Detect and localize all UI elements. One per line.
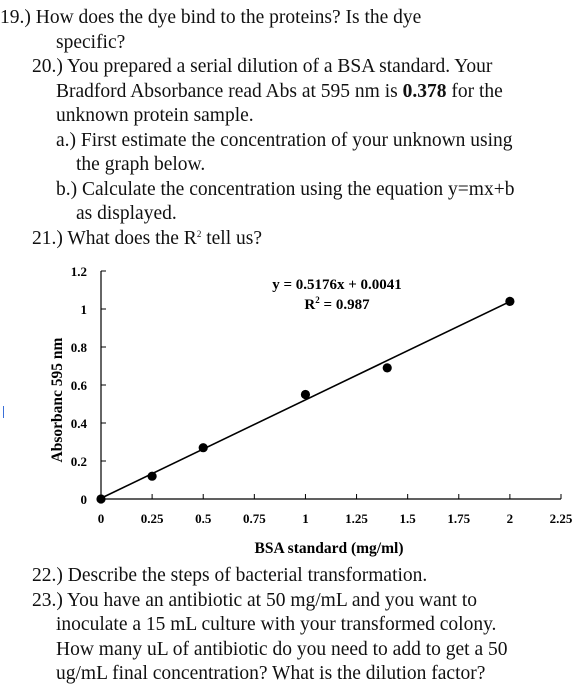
x-tick-label: 0.75 (243, 511, 266, 526)
y-tick-label: 0 (81, 492, 88, 507)
data-point (382, 363, 392, 373)
question-20a-line-1: a.) First estimate the concentration of … (56, 129, 513, 151)
question-19-line-2: specific? (56, 31, 126, 53)
trendline-equation: y = 0.5176x + 0.0041 (272, 277, 402, 293)
r-squared-label: R2 = 0.987 (304, 295, 370, 313)
data-point (505, 296, 515, 306)
x-tick-label: 0 (98, 511, 105, 526)
question-19-line-1: 19.) How does the dye bind to the protei… (0, 7, 422, 28)
x-axis-label: BSA standard (mg/ml) (255, 540, 404, 557)
data-point (147, 471, 157, 481)
question-20-line-3: unknown protein sample. (56, 105, 254, 126)
edge-cursor-mark (3, 406, 4, 418)
x-tick-label: 2 (507, 511, 514, 526)
y-tick-label: 1.2 (71, 264, 87, 279)
y-tick-label: 1 (81, 302, 88, 317)
x-tick-label: 1 (302, 511, 309, 526)
question-20a-line-2: the graph below. (76, 154, 206, 175)
bsa-standard-curve-chart: 0 0.2 0.4 0.6 0.8 1 1.2 0 0.25 0.5 0.75 1 1.25 1.5 1.7… (49, 264, 573, 557)
absorbance-value: 0.378 (402, 80, 447, 102)
y-tick-label: 0.4 (71, 416, 88, 431)
question-21-superscript: 2 (196, 228, 202, 239)
chart-trendline-group (100, 300, 511, 499)
x-tick-label: 1.5 (400, 511, 417, 526)
x-tick-label: 2.25 (550, 511, 573, 526)
x-tick-label: 0.5 (195, 511, 212, 526)
r-squared-r: R (304, 297, 315, 313)
r-squared-value: = 0.987 (320, 297, 370, 313)
trendline (100, 300, 511, 499)
r-squared-superscript: 2 (315, 295, 320, 305)
question-text-block: 19.) How does the dye bind to the protei… (0, 6, 580, 251)
question-20-line-2-text: Bradford Absorbance read Abs at 595 nm i… (56, 80, 403, 102)
question-23-line-2: inoculate a 15 mL culture with your tran… (56, 614, 497, 635)
x-tick-label: 0.25 (141, 511, 164, 526)
question-20b-line-1: b.) Calculate the concentration using th… (56, 178, 515, 200)
chart-points (96, 296, 515, 504)
question-21-tail: tell us? (201, 227, 262, 249)
y-tick-label: 0.6 (71, 378, 88, 393)
x-tick-label: 1.75 (447, 511, 470, 526)
question-20-line-1: 20.) You prepared a serial dilution of a… (32, 56, 493, 77)
data-point (300, 389, 311, 400)
question-23-line-1: 23.) You have an antibiotic at 50 mg/mL … (32, 589, 478, 611)
data-point (96, 494, 106, 504)
question-text-block-lower: 22.) Describe the steps of bacterial tra… (0, 564, 580, 687)
y-tick-label: 0.8 (71, 340, 88, 355)
question-21-text: 21.) What does the R (32, 227, 197, 249)
y-axis-label: Absorbanc 595 nm (49, 337, 66, 462)
question-23-line-3: How many uL of antibiotic do you need to… (56, 638, 508, 660)
question-23-line-4: ug/mL final concentration? What is the d… (56, 663, 486, 684)
question-21-line-1: 21.) What does the R2 tell us? (0, 227, 580, 252)
chart-ticks: 0 0.2 0.4 0.6 0.8 1 1.2 0 0.25 0.5 0.75 1 1.25 1.5 1.7… (71, 264, 573, 526)
x-tick-label: 1.25 (345, 511, 368, 526)
y-tick-label: 0.2 (71, 454, 87, 469)
question-20-line-2: Bradford Absorbance read Abs at 595 nm i… (0, 80, 580, 105)
question-20b-line-2: as displayed. (76, 203, 177, 224)
data-point (198, 443, 208, 453)
question-22-line-1: 22.) Describe the steps of bacterial tra… (32, 565, 428, 586)
question-20-line-2-tail: for the (446, 80, 503, 102)
